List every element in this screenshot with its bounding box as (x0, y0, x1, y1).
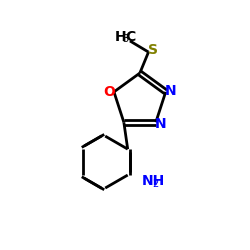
Text: 2: 2 (152, 179, 159, 189)
Text: 3: 3 (123, 34, 129, 44)
Text: H: H (115, 30, 126, 44)
Text: O: O (104, 85, 116, 99)
Text: C: C (125, 30, 136, 44)
Text: N: N (164, 84, 176, 98)
Text: NH: NH (141, 174, 165, 188)
Text: N: N (154, 116, 166, 130)
Text: S: S (148, 42, 158, 56)
